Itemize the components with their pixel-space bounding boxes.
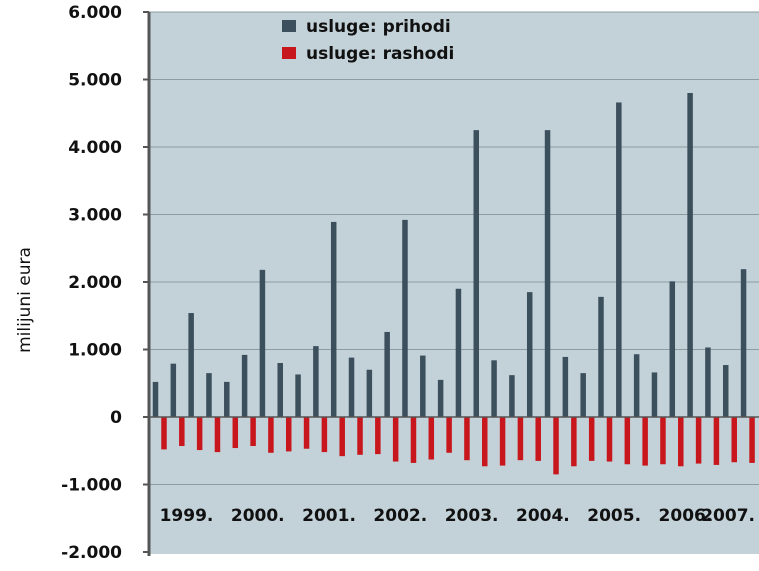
bar-rashodi [303,417,310,449]
y-tick-label: 1.000 [68,341,122,361]
bar-prihodi [330,221,337,417]
x-year-label: 2007. [701,506,755,526]
bar-prihodi [206,373,212,417]
x-year-label: 2005. [587,506,641,526]
bar-rashodi [375,417,381,455]
bar-prihodi [651,372,658,417]
bar-rashodi [232,417,239,449]
legend-swatch-prihodi [282,20,296,32]
y-tick-label: 2.000 [68,273,122,293]
y-tick-label: 5.000 [68,71,122,91]
bar-prihodi [348,357,355,417]
bar-prihodi [722,365,729,417]
bar-rashodi [214,417,221,453]
bar-rashodi [446,417,452,453]
bar-rashodi [268,417,274,453]
bar-prihodi [420,355,426,417]
bar-prihodi [384,331,390,417]
bar-prihodi [616,102,622,417]
bar-rashodi [749,417,755,463]
plot-background [149,12,759,554]
legend-swatch-rashodi [282,47,296,59]
bar-rashodi [410,417,417,463]
bar-prihodi [224,381,230,417]
bar-prihodi [152,381,159,417]
bar-prihodi [402,219,408,417]
x-year-label: 2003. [445,506,499,526]
bar-rashodi [553,417,559,475]
bar-rashodi [731,417,737,463]
bar-rashodi [695,417,702,464]
bar-prihodi [491,360,497,417]
bar-rashodi [606,417,613,462]
bar-rashodi [339,417,345,457]
y-tick-labels: -2.000 -1.000 0 1.000 2.000 3.000 4.000 5.000 6.… [61,3,149,563]
y-tick-label: -1.000 [61,476,122,496]
legend: usluge: prihodi usluge: rashodi [282,17,454,64]
bar-prihodi [509,375,515,417]
y-tick-label: 6.000 [68,3,122,23]
legend-label-prihodi: usluge: prihodi [306,17,451,37]
bar-prihodi [526,292,533,417]
bar-rashodi [535,417,541,461]
bar-rashodi [321,417,328,453]
y-axis-label: milijuni eura [15,247,35,353]
y-tick-label: 4.000 [68,138,122,158]
bars [152,93,755,475]
y-tick-label: 0 [110,408,122,428]
bar-prihodi [277,363,283,417]
bar-prihodi [687,93,693,417]
bar-rashodi [660,417,666,465]
bar-prihodi [598,296,604,417]
bar-prihodi [473,130,480,417]
bar-prihodi [580,373,586,417]
bar-rashodi [642,417,648,466]
bar-rashodi [250,417,256,447]
bar-prihodi [437,379,444,417]
year-labels: 1999. 2000. 2001. 2002. 2003. 2004. 2005. 2006.… [160,506,755,526]
bar-rashodi [588,417,595,461]
bar-prihodi [669,281,676,417]
bar-prihodi [544,130,551,417]
y-tick-label: 3.000 [68,206,122,226]
bar-rashodi [464,417,470,461]
x-year-label: 1999. [160,506,214,526]
x-year-label: 2002. [373,506,427,526]
bar-rashodi [161,417,167,450]
bar-rashodi [713,417,720,465]
x-year-label: 2001. [302,506,356,526]
bar-rashodi [482,417,488,467]
bar-rashodi [357,417,363,455]
bar-prihodi [170,363,177,417]
bar-rashodi [428,417,435,460]
bar-prihodi [241,354,248,417]
bar-rashodi [571,417,577,467]
bar-rashodi [285,417,292,452]
axes [147,12,759,556]
y-tick-label: -2.000 [61,543,122,563]
x-year-label: 2000. [231,506,285,526]
bar-prihodi [313,346,319,417]
bar-prihodi [259,269,266,417]
bar-prihodi [562,356,569,417]
bar-rashodi [499,417,506,466]
bar-rashodi [517,417,524,461]
bar-prihodi [366,369,373,417]
bar-rashodi [392,417,399,462]
bar-prihodi [295,374,301,417]
bar-prihodi [740,269,747,417]
bar-rashodi [624,417,631,465]
x-year-label: 2004. [516,506,570,526]
bar-prihodi [633,354,640,417]
legend-label-rashodi: usluge: rashodi [306,44,454,64]
bar-prihodi [455,288,462,417]
bar-rashodi [179,417,185,447]
bar-rashodi [196,417,203,451]
bar-prihodi [705,347,711,417]
x-year-label: 2006. [659,506,713,526]
bar-rashodi [678,417,684,467]
bar-prihodi [188,313,194,417]
